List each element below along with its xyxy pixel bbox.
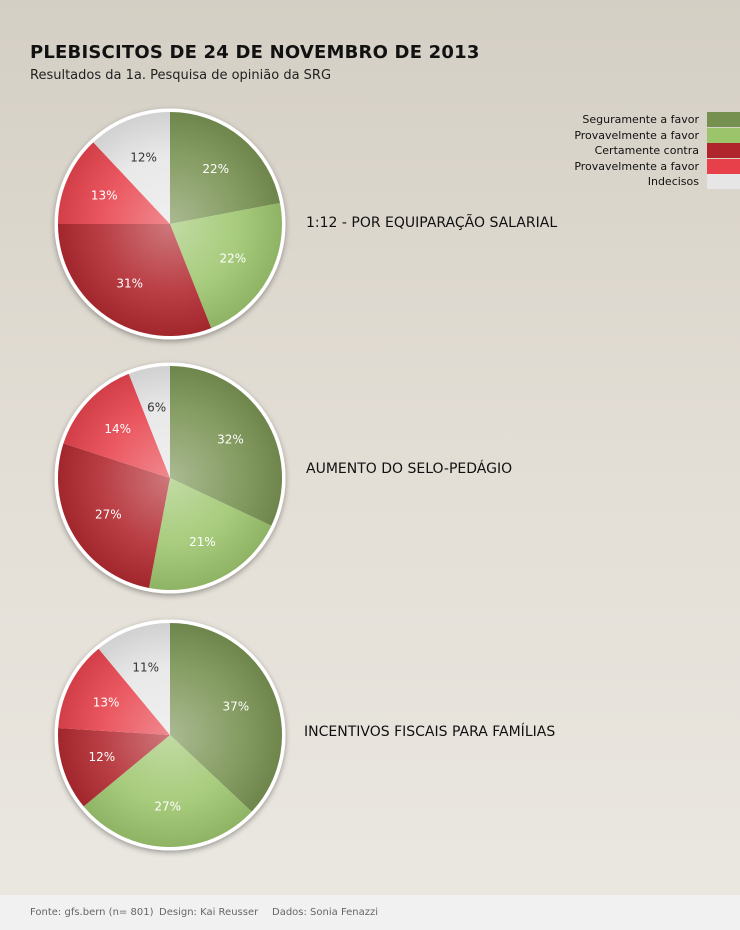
pie-chart-selo-pedagio: 32% 21% 27% 14% 6% [54, 362, 286, 594]
pie-gloss [58, 623, 282, 847]
footer-source: Fonte: gfs.bern (n= 801) [30, 907, 154, 918]
legend: Seguramente a favor Provavelmente a favo… [574, 112, 740, 190]
pie-slice-label: 37% [222, 700, 249, 714]
pie-slice-label: 31% [116, 276, 143, 290]
legend-item: Seguramente a favor [574, 112, 740, 128]
legend-swatch [707, 143, 740, 159]
pie-chart-equiparacao-salarial: 22% 22% 31% 13% 12% [54, 108, 286, 340]
legend-swatch [707, 127, 740, 143]
legend-swatch [707, 174, 740, 190]
pie-slice-label: 22% [219, 252, 246, 266]
pie-slice-label: 14% [104, 422, 131, 436]
pie-slice-label: 13% [91, 189, 118, 203]
legend-item: Indecisos [574, 174, 740, 190]
pie-gloss [58, 112, 282, 336]
chart-title: PLEBISCITOS DE 24 DE NOVEMBRO DE 2013 [30, 42, 480, 63]
pie-charts: 22% 22% 31% 13% 12% 32% 21% 27% 14% 6% 37% 27% 12%… [54, 108, 557, 851]
pie-slice-label: 11% [132, 661, 159, 675]
footer-design: Design: Kai Reusser [159, 907, 259, 918]
pie-slice-label: 32% [217, 433, 244, 447]
legend-label: Indecisos [647, 175, 699, 189]
pie-title-2: INCENTIVOS FISCAIS PARA FAMÍLIAS [304, 723, 555, 740]
legend-label: Provavelmente a favor [574, 159, 699, 173]
legend-label: Seguramente a favor [582, 113, 699, 127]
pie-gloss [58, 366, 282, 590]
chart-subtitle: Resultados da 1a. Pesquisa de opinião da… [30, 68, 332, 83]
footer-data-credit: Dados: Sonia Fenazzi [272, 907, 379, 918]
pie-slice-label: 22% [202, 162, 229, 176]
footer: Fonte: gfs.bern (n= 801) Design: Kai Reu… [0, 895, 740, 930]
pie-slice-label: 27% [154, 800, 181, 814]
legend-label: Certamente contra [594, 144, 699, 158]
pie-title-0: 1:12 - POR EQUIPARAÇÃO SALARIAL [306, 214, 557, 231]
pie-slice-label: 13% [93, 696, 120, 710]
legend-swatch [707, 112, 740, 128]
pie-slice-label: 12% [130, 150, 157, 164]
legend-label: Provavelmente a favor [574, 128, 699, 142]
pie-chart-incentivos-fiscais: 37% 27% 12% 13% 11% [54, 619, 286, 851]
pie-slice-label: 27% [95, 508, 122, 522]
pie-slice-label: 12% [88, 750, 115, 764]
pie-title-1: AUMENTO DO SELO-PEDÁGIO [306, 460, 512, 477]
legend-item: Certamente contra [574, 143, 740, 159]
pie-slice-label: 21% [189, 535, 216, 549]
pie-slice-label: 6% [147, 401, 166, 415]
legend-item: Provavelmente a favor [574, 127, 740, 144]
legend-item: Provavelmente a favor [574, 158, 740, 175]
legend-swatch [707, 158, 740, 174]
